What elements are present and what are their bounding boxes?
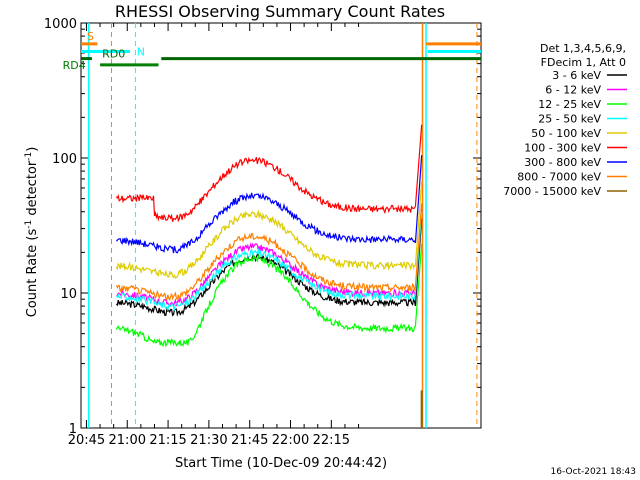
- series-line: [115, 252, 416, 348]
- flag-label: N: [137, 46, 145, 59]
- flag-label: RD4: [63, 59, 86, 72]
- flag-bars: S N RD0 RD4: [63, 30, 481, 72]
- legend-entry-label: 7000 - 15000 keV: [503, 185, 601, 198]
- y-axis-label-end: ): [25, 147, 40, 152]
- series-spike: [414, 203, 423, 287]
- y-axis-label-mid: detector: [25, 160, 40, 220]
- flag-label: S: [87, 30, 94, 43]
- x-tick-label: 20:45: [68, 433, 105, 448]
- x-tick-label: 21:30: [190, 433, 227, 448]
- y-axis-label: Count Rate (s-1 detector-1): [24, 147, 40, 318]
- series-spike: [414, 155, 423, 243]
- y-tick-label: 100: [52, 152, 77, 167]
- y-axis-label-sup: -1: [24, 220, 34, 229]
- plot-frame: [80, 22, 482, 429]
- series-spike: [414, 181, 423, 266]
- legend-entry-label: 800 - 7000 keV: [517, 171, 601, 184]
- y-tick-label: 1000: [44, 17, 77, 32]
- x-axis-label: Start Time (10-Dec-09 20:44:42): [175, 456, 387, 471]
- y-tick-label: 10: [60, 287, 77, 302]
- chart-title: RHESSI Observing Summary Count Rates: [115, 2, 445, 21]
- flag-label: RD0: [102, 48, 125, 61]
- series-spike: [414, 243, 423, 327]
- x-tick-label: 21:15: [149, 433, 186, 448]
- x-tick-label: 22:00: [272, 433, 309, 448]
- legend: Det 1,3,4,5,6,9,FDecim 1, Att 03 - 6 keV…: [503, 42, 627, 198]
- x-tick-label: 21:45: [231, 433, 268, 448]
- x-tick-label: 21:00: [109, 433, 146, 448]
- legend-entry-label: 12 - 25 keV: [538, 98, 601, 111]
- vertical-markers: [87, 23, 478, 428]
- legend-header: Det 1,3,4,5,6,9,: [540, 42, 626, 55]
- series-line: [116, 247, 416, 312]
- legend-entry-label: 50 - 100 keV: [531, 127, 601, 140]
- series-line: [115, 156, 416, 223]
- series-line: [115, 232, 416, 302]
- series-lines: [115, 124, 423, 428]
- legend-entry-label: 25 - 50 keV: [538, 113, 601, 126]
- legend-entry-label: 300 - 800 keV: [524, 156, 601, 169]
- legend-header: FDecim 1, Att 0: [541, 56, 626, 69]
- series-line: [115, 192, 416, 254]
- x-tick-label: 22:15: [313, 433, 350, 448]
- footer-timestamp: 16-Oct-2021 18:43: [551, 467, 636, 477]
- legend-entry-label: 100 - 300 keV: [524, 142, 601, 155]
- series-line: [115, 209, 416, 279]
- series-spike: [414, 124, 423, 207]
- y-axis-label-sup2: -1: [24, 152, 34, 161]
- axis-ticks: 20:45 21:00 21:15 21:30 21:45 22:00 22:15 1 10 10…: [44, 17, 481, 448]
- y-axis-label-main: Count Rate (s: [25, 229, 40, 318]
- legend-entry-label: 6 - 12 keV: [545, 84, 601, 97]
- y-tick-label: 1: [69, 422, 77, 437]
- legend-entry-label: 3 - 6 keV: [552, 69, 601, 82]
